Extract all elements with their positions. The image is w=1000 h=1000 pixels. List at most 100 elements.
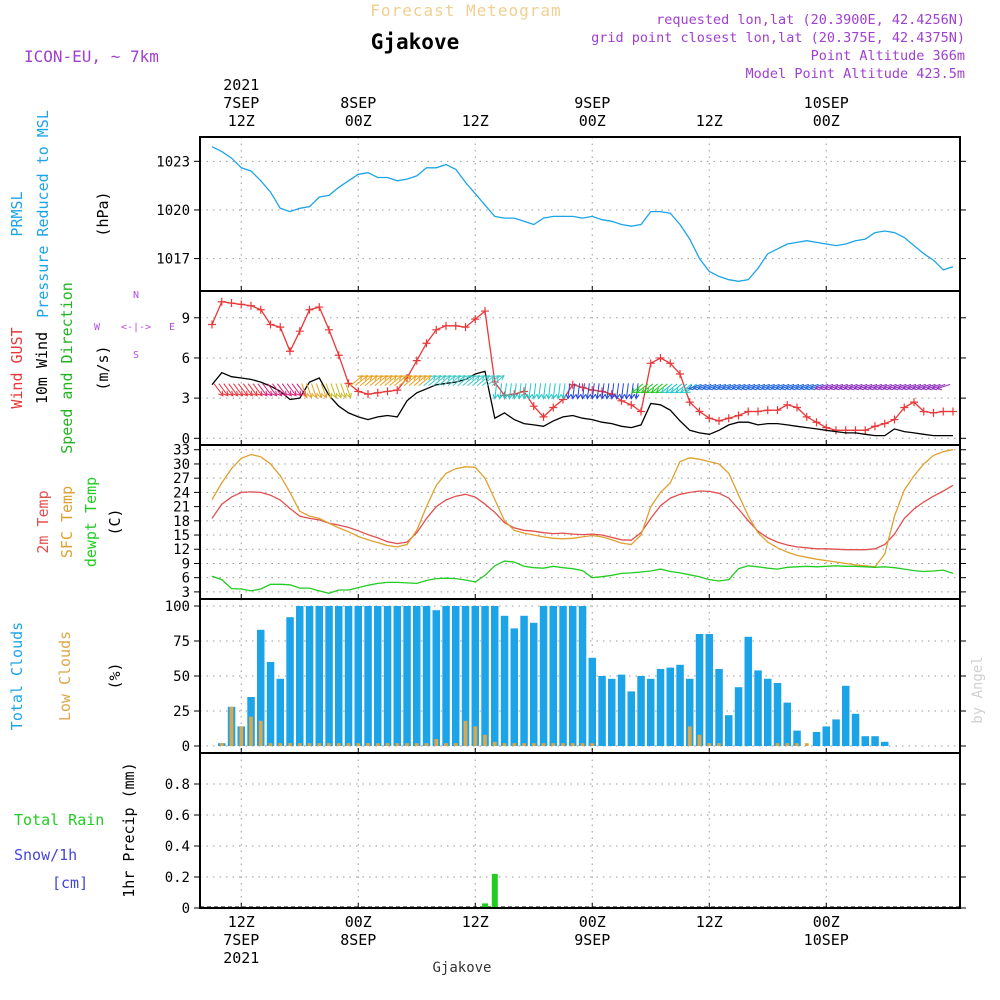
gust-marker-54 (734, 411, 743, 420)
wind-arrow-head-25 (336, 392, 342, 399)
wind-arrow-18 (301, 383, 308, 398)
bottom-axis-label-3-1: 9SEP (574, 931, 610, 949)
wind-arrow-head-62 (512, 393, 518, 400)
bar-3-1-31 (512, 743, 517, 746)
wind-arrow-head-91 (645, 387, 652, 394)
wind-arrow-head-19 (307, 392, 313, 399)
gust-marker-9 (295, 327, 304, 336)
bottom-axis-label-0-2: 2021 (223, 949, 259, 967)
bottom-axis-label-1-1: 8SEP (340, 931, 376, 949)
wind-arrow-23 (325, 383, 332, 398)
info-model-altitude: Model Point Altitude 423.5m (746, 66, 965, 82)
bar-3-0-23 (432, 610, 440, 746)
wind-arrow-74 (572, 383, 576, 399)
gust-marker-24 (442, 321, 450, 330)
gust-marker-62 (812, 418, 821, 427)
wind-arrow-78 (591, 383, 595, 399)
bar-3-1-33 (531, 743, 536, 746)
wind-arrow-15 (286, 383, 297, 397)
wind-arrow-53 (472, 375, 485, 387)
wind-arrow-head-78 (590, 393, 596, 400)
wind-arrow-head-101 (692, 384, 699, 391)
bar-3-1-10 (307, 743, 312, 746)
bar-3-1-58 (775, 743, 780, 746)
wind-arrow-head-30 (367, 375, 374, 381)
bar-3-0-14 (344, 606, 353, 746)
bar-3-1-4 (249, 716, 253, 746)
bar-3-1-11 (317, 743, 322, 746)
bar-3-0-43 (627, 691, 635, 746)
wind-arrow-head-48 (455, 375, 461, 381)
wind-arrow-head-114 (755, 384, 762, 391)
wind-arrow-head-55 (489, 375, 495, 381)
y-tick-label-2-2: 9 (182, 556, 190, 572)
y-tick-label-1-2: 6 (182, 351, 190, 367)
gust-marker-23 (432, 325, 441, 334)
wind-arrow-head-72 (560, 393, 567, 400)
wind-arrow-13 (276, 383, 287, 397)
bar-3-0-49 (686, 678, 694, 746)
compass-south: S (133, 350, 139, 361)
bar-3-1-59 (785, 743, 790, 746)
wind-arrow-49 (452, 375, 466, 387)
gust-marker-73 (919, 407, 928, 416)
wind-arrow-30 (359, 375, 373, 387)
wind-arrow-head-51 (469, 375, 476, 381)
bar-3-1-24 (444, 743, 448, 746)
gust-marker-18 (383, 387, 392, 396)
wind-arrow-head-21 (317, 392, 323, 399)
wind-arrow-head-119 (780, 384, 787, 391)
gust-marker-21 (412, 356, 421, 365)
wind-arrow-head-98 (679, 387, 686, 394)
y-tick-label-4-2: 0.4 (165, 839, 190, 855)
wind-arrow-88 (631, 383, 644, 394)
wind-arrow-head-128 (823, 384, 830, 391)
gust-marker-67 (861, 426, 870, 435)
wind-arrow-head-7 (252, 390, 258, 397)
gust-marker-53 (724, 414, 733, 423)
wind-arrow-16 (291, 383, 302, 397)
wind-arrow-32 (369, 375, 383, 387)
bar-3-1-38 (580, 743, 585, 746)
wind-arrow-20 (311, 383, 317, 398)
data-layer (200, 146, 960, 908)
gust-marker-50 (695, 407, 704, 416)
wind-arrow-80 (601, 383, 605, 399)
bar-3-0-56 (754, 670, 762, 746)
wind-arrow-82 (611, 383, 615, 399)
bar-3-1-36 (561, 743, 565, 746)
bar-3-1-20 (405, 743, 409, 746)
y-tick-label-2-1: 6 (182, 571, 190, 587)
bar-3-0-36 (559, 606, 567, 746)
wind-arrow-48 (447, 375, 461, 387)
wind-arrow-head-15 (291, 390, 297, 397)
series-line-0-0 (211, 146, 954, 282)
wind-arrow-head-143 (897, 384, 904, 391)
wind-arrow-1 (218, 383, 229, 397)
bar-3-0-24 (442, 606, 450, 746)
wind-arrow-77 (586, 383, 590, 399)
panel-label-1-1: 10m Wind (33, 332, 51, 404)
bottom-axis-label-5-0: 00Z (813, 913, 840, 931)
wind-arrow-11 (267, 383, 278, 397)
bar-3-0-33 (530, 622, 538, 746)
bar-3-1-51 (707, 743, 712, 746)
wind-arrow-36 (389, 375, 402, 387)
y-tick-label-2-8: 27 (173, 471, 190, 487)
wind-arrow-54 (476, 375, 490, 387)
gust-marker-19 (393, 386, 402, 395)
wind-arrow-2 (223, 383, 234, 397)
bar-3-0-42 (617, 674, 626, 746)
gust-marker-60 (793, 403, 801, 412)
grid-layer (200, 137, 960, 909)
compass-east: E (169, 322, 175, 333)
wind-arrow-head-34 (386, 375, 393, 381)
wind-arrow-50 (457, 375, 471, 387)
wind-arrow-31 (364, 375, 378, 387)
wind-arrow-head-23 (326, 392, 333, 399)
wind-arrow-head-41 (420, 375, 427, 381)
wind-arrow-84 (621, 383, 624, 399)
panel-frame-2 (199, 444, 961, 600)
wind-arrow-26 (340, 383, 347, 398)
wind-arrow-head-144 (901, 384, 908, 391)
